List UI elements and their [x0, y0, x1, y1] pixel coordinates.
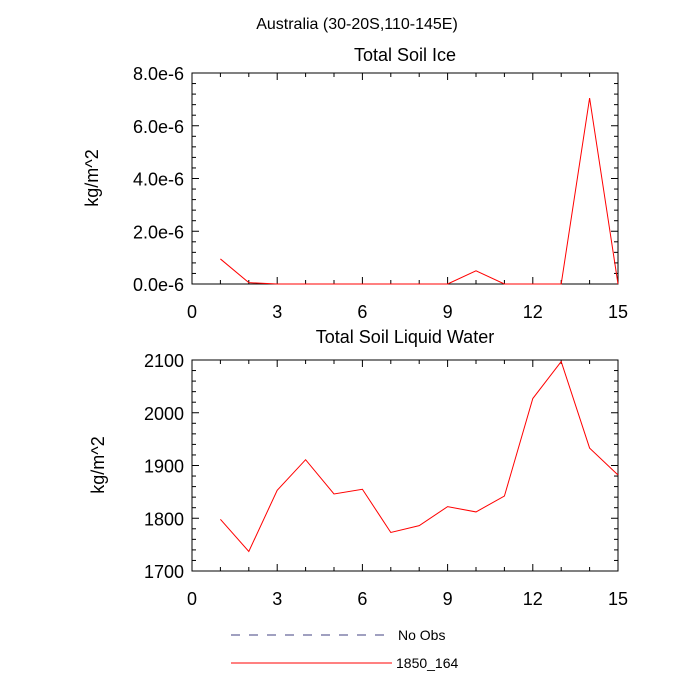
x-tick-label: 9 [443, 589, 453, 609]
y-tick-label: 6.0e-6 [133, 117, 184, 137]
soil-liquid-panel: Total Soil Liquid Water kg/m^2 0 3 6 9 12 15 1… [88, 327, 628, 609]
soil-ice-series [220, 97, 619, 285]
soil-ice-ylabel: kg/m^2 [82, 149, 102, 206]
soil-ice-tick-labels: 0 3 6 9 12 15 0.0e-6 2.0e-6 4.0e-6 6.0e-6 8.0e-6 [133, 64, 628, 322]
soil-liquid-ylabel: kg/m^2 [88, 436, 108, 493]
soil-ice-plot-frame [191, 72, 619, 285]
x-tick-label: 9 [443, 302, 453, 322]
y-tick-label: 0.0e-6 [133, 275, 184, 295]
y-tick-label: 1900 [144, 457, 184, 477]
y-tick-label: 2000 [144, 404, 184, 424]
soil-liquid-title: Total Soil Liquid Water [316, 327, 494, 347]
y-tick-label: 1700 [144, 562, 184, 582]
x-tick-label: 6 [357, 589, 367, 609]
series-line-0 [220, 97, 619, 285]
y-tick-label: 2.0e-6 [133, 222, 184, 242]
x-tick-label: 12 [523, 589, 543, 609]
soil-liquid-plot-frame [191, 359, 619, 572]
soil-liquid-tick-labels: 0 3 6 9 12 15 1700 1800 1900 2000 2100 [144, 351, 628, 609]
x-tick-label: 6 [357, 302, 367, 322]
y-tick-label: 4.0e-6 [133, 170, 184, 190]
y-tick-label: 8.0e-6 [133, 64, 184, 84]
soil-liquid-ticks [191, 359, 619, 572]
x-tick-label: 0 [187, 589, 197, 609]
y-tick-label: 1800 [144, 509, 184, 529]
series-line-0 [220, 360, 619, 553]
soil-ice-title: Total Soil Ice [354, 45, 456, 65]
x-tick-label: 15 [608, 589, 628, 609]
soil-ice-ticks [191, 72, 619, 285]
soil-liquid-series [220, 360, 619, 553]
legend-label-no-obs: No Obs [398, 627, 445, 643]
legend: No Obs 1850_164 [231, 627, 459, 671]
x-tick-label: 3 [272, 302, 282, 322]
soil-ice-panel: Total Soil Ice kg/m^2 0 3 6 9 12 15 0.0e-6 2.0e… [82, 45, 628, 322]
x-tick-label: 15 [608, 302, 628, 322]
x-tick-label: 12 [523, 302, 543, 322]
figure-title: Australia (30-20S,110-145E) [256, 16, 458, 33]
x-tick-label: 0 [187, 302, 197, 322]
legend-label-1850-164: 1850_164 [396, 655, 459, 671]
x-tick-label: 3 [272, 589, 282, 609]
y-tick-label: 2100 [144, 351, 184, 371]
